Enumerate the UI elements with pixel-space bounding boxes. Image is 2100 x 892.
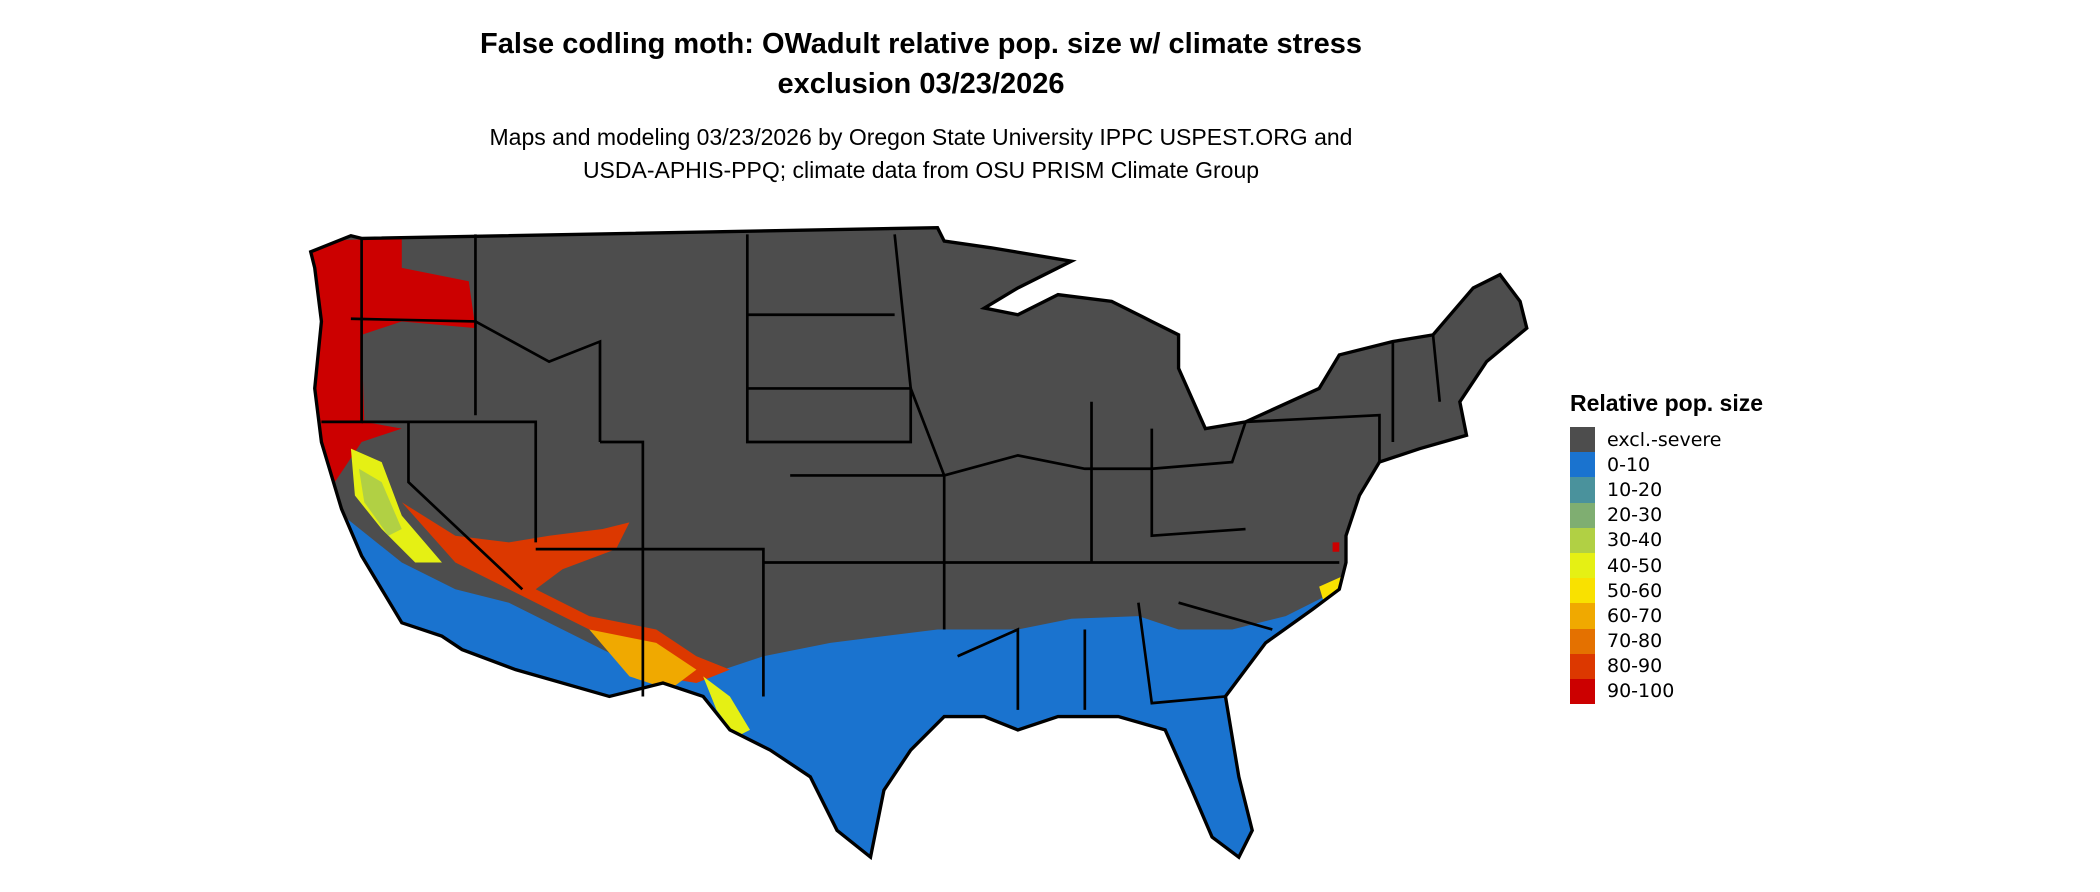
state-border [600, 440, 645, 697]
state-border [1150, 428, 1246, 538]
legend-swatch [1570, 653, 1595, 679]
legend-label: 10-20 [1607, 478, 1663, 501]
legend-label: 50-60 [1607, 579, 1663, 602]
legend: Relative pop. size excl.-severe 0-10 10-20… [1570, 390, 1764, 705]
state-border [1431, 334, 1442, 402]
zone-80-90-desert-fringe [401, 502, 730, 684]
state-border [1137, 602, 1226, 705]
state-border [361, 420, 538, 543]
legend-label: 90-100 [1607, 680, 1675, 703]
legend-item: 70-80 [1570, 628, 1763, 654]
zone-40-50-texas [703, 676, 750, 737]
state-border [1245, 413, 1381, 463]
state-border [407, 421, 524, 591]
subtitle-line-1: Maps and modeling 03/23/2026 by Oregon S… [489, 124, 1353, 150]
state-border [535, 547, 765, 697]
legend-label: excl.-severe [1607, 428, 1722, 451]
legend-swatch [1570, 578, 1595, 604]
legend-item: 30-40 [1570, 527, 1763, 553]
legend-label: 0-10 [1607, 453, 1651, 476]
legend-items: excl.-severe 0-10 10-20 20-30 30-40 40-50 50-6… [1570, 427, 1763, 705]
legend-item: 10-20 [1570, 477, 1763, 503]
state-border [745, 234, 913, 444]
legend-swatch [1570, 477, 1595, 503]
legend-swatch [1570, 502, 1595, 528]
legend-label: 20-30 [1607, 504, 1663, 527]
legend-label: 60-70 [1607, 604, 1663, 627]
legend-label: 40-50 [1607, 554, 1663, 577]
legend-swatch [1570, 552, 1595, 579]
legend-swatch [1570, 527, 1595, 553]
legend-label: 80-90 [1607, 655, 1663, 678]
state-border [474, 234, 602, 442]
zone-30-40-california [358, 468, 402, 536]
legend-swatch [1570, 603, 1595, 629]
legend-item: 90-100 [1570, 678, 1763, 705]
legend-label: 30-40 [1607, 529, 1663, 552]
legend-swatch [1570, 628, 1595, 654]
legend-swatch [1570, 452, 1595, 478]
legend-swatch [1570, 678, 1595, 705]
legend-label: 70-80 [1607, 630, 1663, 653]
legend-item: 40-50 [1570, 552, 1763, 579]
state-border [943, 421, 1247, 477]
map-title-line-1: False codling moth: OWadult relative pop… [479, 28, 1363, 60]
state-border [893, 234, 946, 630]
state-borders [321, 234, 1442, 710]
zone-40-50-california [350, 448, 442, 563]
legend-item: 20-30 [1570, 502, 1763, 528]
legend-item: 0-10 [1570, 452, 1763, 478]
legend-item: 80-90 [1570, 653, 1763, 679]
legend-item: excl.-severe [1570, 427, 1763, 453]
zone-90-100-virginia [1332, 542, 1340, 552]
legend-swatch [1570, 427, 1595, 453]
state-border [957, 627, 1020, 710]
legend-item: 60-70 [1570, 603, 1763, 629]
map-title-line-2: exclusion 03/23/2026 [777, 68, 1065, 100]
legend-title: Relative pop. size [1570, 390, 1764, 416]
state-border [1178, 601, 1273, 631]
subtitle-line-2: USDA-APHIS-PPQ; climate data from OSU PR… [582, 157, 1260, 183]
legend-item: 50-60 [1570, 578, 1763, 604]
